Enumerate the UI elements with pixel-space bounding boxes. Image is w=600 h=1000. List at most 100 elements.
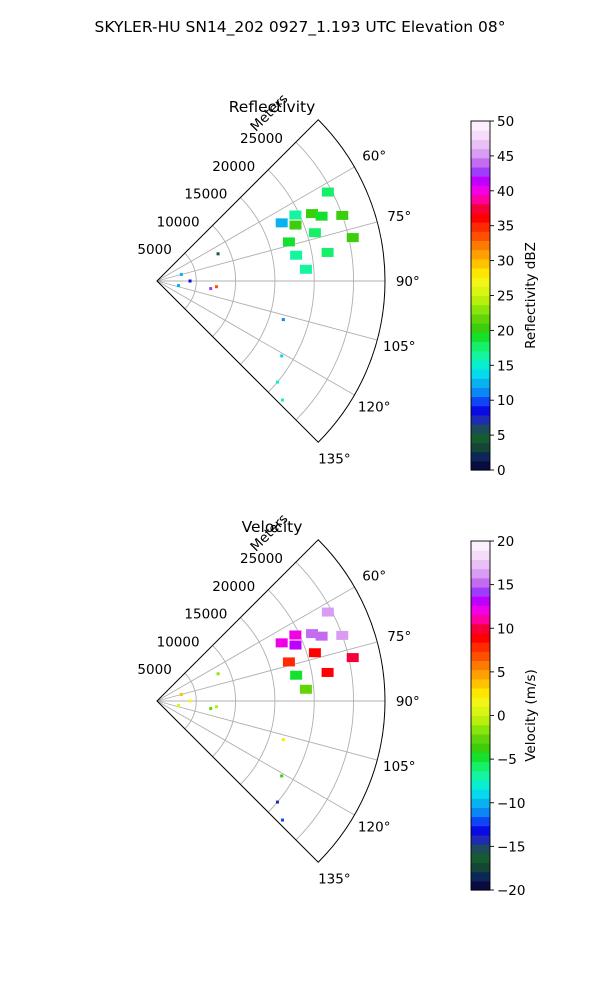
echo-cell (308, 648, 321, 658)
azimuth-tick-label: 105° (383, 759, 416, 775)
colorbar-swatch (471, 350, 490, 361)
colorbar-swatch (471, 834, 490, 845)
azimuth-tick-label: 120° (358, 399, 391, 415)
colorbar-swatch (471, 788, 490, 799)
azimuth-gridline (156, 700, 378, 761)
chart-title: Reflectivity (229, 98, 316, 116)
colorbar-swatch (471, 332, 490, 343)
colorbar-tick-label: 10 (497, 393, 514, 409)
colorbar-swatch (471, 632, 490, 643)
colorbar-swatch (471, 880, 490, 891)
colorbar-swatch (471, 752, 490, 763)
colorbar-swatch (471, 816, 490, 827)
echo-cell (306, 629, 319, 639)
radial-tick-label: 10000 (157, 634, 200, 650)
colorbar-swatch (471, 359, 490, 370)
colorbar-tick-label: 20 (497, 323, 514, 339)
echo-cell (289, 640, 302, 650)
azimuth-tick-label: 135° (318, 451, 351, 467)
colorbar-swatch (471, 541, 490, 551)
colorbar-swatch (471, 770, 490, 781)
echo-cell (214, 285, 218, 289)
colorbar-swatch (471, 550, 490, 560)
echo-cell (282, 657, 295, 667)
echo-cell (321, 667, 334, 677)
echo-cell (281, 738, 285, 742)
echo-cell (275, 380, 279, 384)
echo-cell (299, 684, 312, 694)
colorbar-swatch (471, 313, 490, 324)
colorbar-swatch (471, 240, 490, 251)
sector-outline (156, 539, 386, 863)
colorbar-swatch (471, 669, 490, 680)
echo-cell (308, 228, 321, 238)
colorbar-swatch (471, 451, 490, 462)
echo-cell (290, 670, 303, 680)
colorbar-swatch (471, 396, 490, 407)
azimuth-tick-label: 60° (362, 149, 386, 165)
echo-cell (336, 210, 349, 220)
colorbar-tick-label: 15 (497, 358, 514, 374)
colorbar-swatch (471, 651, 490, 661)
colorbar-swatch (471, 660, 490, 671)
colorbar-swatch (471, 414, 490, 425)
echo-cell (188, 699, 192, 703)
colorbar-swatch (471, 203, 490, 214)
azimuth-tick-label: 105° (383, 339, 416, 355)
echo-cell (280, 398, 284, 402)
azimuth-tick-label: 120° (358, 819, 391, 835)
chart-panel-1: Reflectivity500010000150002000025000Mete… (137, 91, 419, 467)
radial-tick-label: 20000 (212, 579, 255, 595)
colorbar-swatch (471, 258, 490, 269)
azimuth-gridline (156, 586, 355, 702)
colorbar-swatch (471, 853, 490, 864)
echo-cell (321, 187, 334, 197)
azimuth-gridline (156, 280, 355, 396)
echo-cell (315, 211, 328, 221)
chart-title: Velocity (242, 518, 303, 536)
colorbar-swatch (471, 405, 490, 416)
colorbar-tick-label: −15 (497, 839, 526, 855)
colorbar-swatch (471, 157, 490, 168)
colorbar-swatch (471, 433, 490, 444)
echo-cell (216, 672, 220, 676)
colorbar-swatch (471, 807, 490, 818)
colorbar-swatch (471, 185, 490, 196)
colorbar-swatch (471, 194, 490, 205)
azimuth-tick-label: 60° (362, 569, 386, 585)
echo-cell (275, 218, 288, 228)
echo-cell (275, 638, 288, 648)
colorbar-swatch (471, 605, 490, 616)
colorbar-tick-label: 35 (497, 219, 514, 235)
echo-cell (179, 692, 183, 696)
colorbar-swatch (471, 596, 490, 606)
colorbar-tick-label: 45 (497, 149, 514, 165)
colorbar-tick-label: −10 (497, 796, 526, 812)
radial-tick-label: 5000 (137, 662, 171, 678)
colorbar-swatch (471, 871, 490, 882)
echo-cell (346, 653, 359, 663)
echo-cell (280, 354, 284, 358)
echo-cell (281, 318, 285, 322)
echo-cell (290, 250, 303, 260)
colorbar-swatch (471, 424, 490, 434)
colorbar-swatch (471, 130, 490, 140)
colorbar-swatch (471, 442, 490, 453)
azimuth-tick-label: 75° (387, 629, 411, 645)
colorbar-swatch (471, 222, 490, 232)
radial-tick-label: 5000 (137, 242, 171, 258)
colorbar-swatch (471, 286, 490, 297)
colorbar-swatch (471, 577, 490, 588)
colorbar-swatch (471, 733, 490, 744)
colorbar-swatch (471, 166, 490, 177)
echo-cell (280, 818, 284, 822)
colorbar-swatch (471, 798, 490, 808)
colorbar-swatch (471, 678, 490, 689)
colorbar-label: Velocity (m/s) (523, 669, 539, 762)
colorbar-tick-label: 40 (497, 184, 514, 200)
echo-cell (177, 704, 181, 708)
colorbar-swatch (471, 623, 490, 634)
colorbar: −20 −15 −10 −5 0 5 10 15 20 Velocity (m/s) (470, 534, 539, 899)
echo-cell (282, 237, 295, 247)
figure-suptitle: SKYLER-HU SN14_202 0927_1.193 UTC Elevat… (95, 18, 506, 37)
